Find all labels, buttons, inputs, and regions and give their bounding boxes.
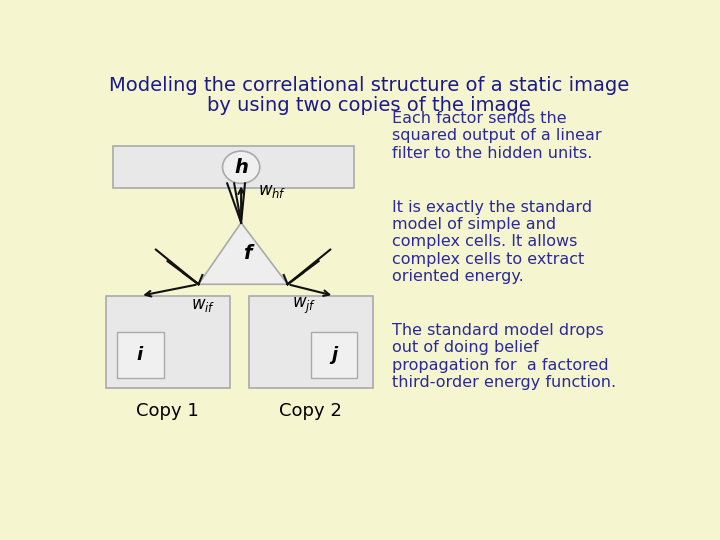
- Bar: [117, 332, 163, 378]
- Bar: [113, 146, 354, 188]
- Text: $w_{hf}$: $w_{hf}$: [258, 182, 287, 200]
- Text: It is exactly the standard
model of simple and
complex cells. It allows
complex : It is exactly the standard model of simp…: [392, 200, 593, 284]
- Ellipse shape: [222, 151, 260, 184]
- Text: $\boldsymbol{i}$: $\boldsymbol{i}$: [136, 346, 145, 364]
- Text: Each factor sends the
squared output of a linear
filter to the hidden units.: Each factor sends the squared output of …: [392, 111, 602, 161]
- Polygon shape: [199, 222, 287, 284]
- Text: $w_{if}$: $w_{if}$: [191, 296, 215, 314]
- Text: $\boldsymbol{h}$: $\boldsymbol{h}$: [234, 158, 248, 177]
- Text: by using two copies of the image: by using two copies of the image: [207, 96, 531, 114]
- Text: $\boldsymbol{f}$: $\boldsymbol{f}$: [243, 244, 255, 263]
- Bar: [106, 296, 230, 388]
- Text: Copy 2: Copy 2: [279, 402, 342, 420]
- Bar: [311, 332, 357, 378]
- Text: Modeling the correlational structure of a static image: Modeling the correlational structure of …: [109, 76, 629, 96]
- Text: $\boldsymbol{j}$: $\boldsymbol{j}$: [329, 344, 339, 366]
- Bar: [249, 296, 373, 388]
- Text: The standard model drops
out of doing belief
propagation for  a factored
third-o: The standard model drops out of doing be…: [392, 323, 616, 390]
- Text: $w_{jf}$: $w_{jf}$: [292, 296, 316, 316]
- Text: Copy 1: Copy 1: [136, 402, 199, 420]
